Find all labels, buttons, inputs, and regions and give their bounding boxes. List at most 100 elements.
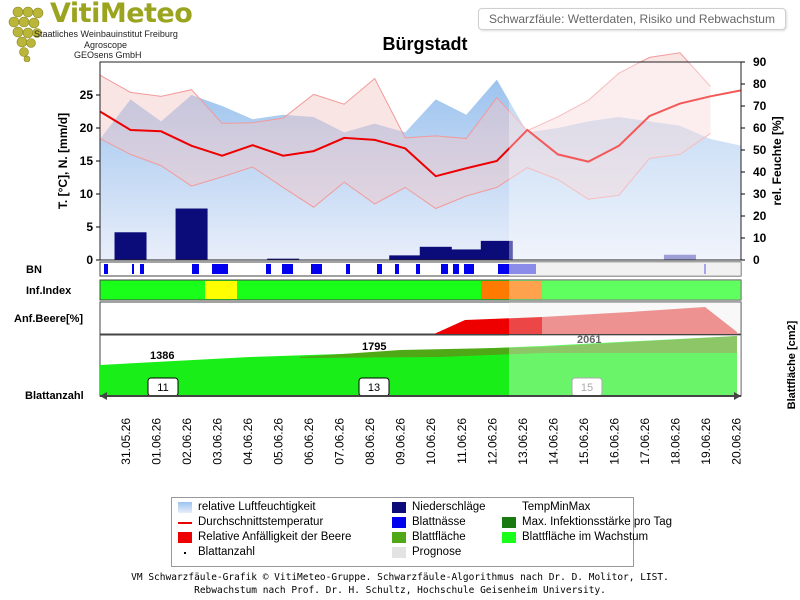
logo: VitiMeteo Staatliches Weinbauinstitut Fr… [4, 0, 194, 63]
y2-tick-label: 40 [753, 165, 767, 179]
arrow-right-icon [734, 392, 741, 400]
x-tick-label: 18.06.26 [668, 418, 682, 465]
leaf-wetness-seg [132, 264, 134, 274]
x-tick-label: 19.06.26 [699, 418, 713, 465]
y-tick-label: 20 [80, 121, 94, 135]
inf-forecast [509, 280, 741, 300]
leaf-wetness-seg [140, 264, 144, 274]
panel-label: Anf.Beere[%] [14, 313, 83, 325]
main-plot: 0 5 10 15 20 25 0 10 20 30 40 50 60 70 80 90 T. [°C], N.… [56, 52, 784, 267]
blattflaeche-area [300, 336, 737, 358]
x-tick-label: 16.06.26 [607, 418, 621, 465]
temp-max-line [99, 52, 711, 140]
leaf-wetness-seg [266, 264, 271, 274]
y2-tick-label: 70 [753, 99, 767, 113]
legend-swatch [178, 532, 192, 543]
x-tick-label: 15.06.26 [577, 418, 591, 465]
y2-tick-label: 50 [753, 143, 767, 157]
x-tick-label: 31.05.26 [119, 418, 133, 465]
leaf-wetness-seg [282, 264, 293, 274]
y2-tick-label: 10 [753, 231, 767, 245]
precip-bar [663, 254, 696, 260]
logo-line-2: Agroscope [84, 40, 128, 50]
blattanzahl-label: 11 [157, 382, 168, 394]
y-tick-label: 0 [86, 253, 93, 267]
x-tick-label: 20.06.26 [729, 418, 743, 465]
logo-line-3: GEOsens GmbH [74, 50, 142, 60]
precip-bar [389, 255, 422, 260]
precip-bar [175, 208, 208, 260]
avg-temp-line [99, 89, 742, 178]
leaf-wetness-seg [104, 264, 108, 274]
humidity-area [100, 79, 741, 260]
x-tick-label: 02.06.26 [180, 418, 194, 465]
inf-yellow [205, 281, 237, 299]
legend-swatch [502, 517, 516, 528]
inf-orange [481, 281, 542, 299]
lower-panels: 1386 1795 2061 11 13 15 BN Inf.Index Anf.Beere[%… [14, 261, 798, 409]
leaf-wetness-seg [311, 264, 322, 274]
x-tick-label: 13.06.26 [516, 418, 530, 465]
legend-label: Relative Anfälligkeit der Beere [198, 531, 352, 543]
legend-swatch [502, 502, 516, 513]
temp-minmax-band [100, 52, 711, 209]
x-tick-label: 09.06.26 [394, 418, 408, 465]
y2-tick-label: 80 [753, 77, 767, 91]
y2-tick-label: 0 [753, 253, 760, 267]
legend-label: Blattanzahl [198, 546, 255, 558]
legend-label: Prognose [412, 546, 462, 558]
x-tick-label: 07.06.26 [333, 418, 347, 465]
panel-label: Blattanzahl [25, 390, 84, 402]
legend-swatch [184, 552, 186, 554]
y2-tick-label: 30 [753, 187, 767, 201]
legend-label: Blattnässe [412, 516, 466, 528]
y-tick-label: 10 [80, 187, 94, 201]
y-tick-label: 5 [86, 220, 93, 234]
grape-logo-icon [8, 6, 44, 63]
bf-forecast [509, 335, 741, 396]
legend-label: Blattfläche [412, 531, 466, 543]
inf-index-row [99, 279, 742, 301]
y-tick-label: 15 [80, 154, 94, 168]
precip-bar [267, 258, 300, 260]
precip-bar [419, 246, 452, 260]
legend-label: Blattfläche im Wachstum [522, 531, 649, 543]
footer-line-2: Rebwachstum nach Prof. Dr. H. Schultz, H… [194, 585, 606, 596]
leaf-wetness-seg [377, 264, 382, 274]
logo-line-1: Staatliches Weinbauinstitut Freiburg [34, 29, 178, 39]
blattflaeche-label: 1795 [362, 341, 386, 353]
chart-subtitle: Schwarzfäule: Wetterdaten, Risiko und Re… [478, 8, 786, 30]
leaf-wetness-seg [416, 264, 420, 274]
temp-min-line [99, 132, 711, 210]
logo-title: VitiMeteo [50, 0, 193, 29]
legend-label: Durchschnittstemperatur [198, 516, 324, 528]
x-tick-label: 17.06.26 [638, 418, 652, 465]
panel-label: Inf.Index [26, 285, 72, 297]
bn-forecast [509, 262, 741, 276]
leaf-wetness-seg [395, 264, 399, 274]
x-tick-label: 03.06.26 [211, 418, 225, 465]
x-tick-label: 04.06.26 [241, 418, 255, 465]
legend-label: TempMinMax [522, 501, 591, 513]
blattanzahl-label: 15 [581, 382, 593, 394]
anf-beere-area [434, 317, 542, 334]
precip-bar [480, 240, 513, 260]
blattflaeche-label: 1386 [150, 350, 174, 362]
x-tick-label: 08.06.26 [363, 418, 377, 465]
x-tick-label: 12.06.26 [485, 418, 499, 465]
footer-line-1: VM Schwarzfäule-Grafik © VitiMeteo-Grupp… [131, 572, 669, 583]
y2-tick-label: 90 [753, 55, 767, 69]
precip-bar [450, 249, 483, 260]
anf-forecast [509, 302, 741, 334]
x-tick-label: 05.06.26 [272, 418, 286, 465]
anf-beere-forecast-area [542, 307, 737, 334]
footer: VM Schwarzfäule-Grafik © VitiMeteo-Grupp… [0, 571, 800, 597]
leaf-wetness-seg [453, 264, 459, 274]
precip-bar [114, 232, 147, 260]
x-tick-label: 10.06.26 [424, 418, 438, 465]
x-tick-label: 06.06.26 [302, 418, 316, 465]
legend-label: Niederschläge [412, 501, 486, 513]
leaf-wetness-seg [346, 264, 350, 274]
arrow-left-icon [100, 392, 107, 400]
y2-axis-label: rel. Feuchte [%] [770, 116, 784, 205]
